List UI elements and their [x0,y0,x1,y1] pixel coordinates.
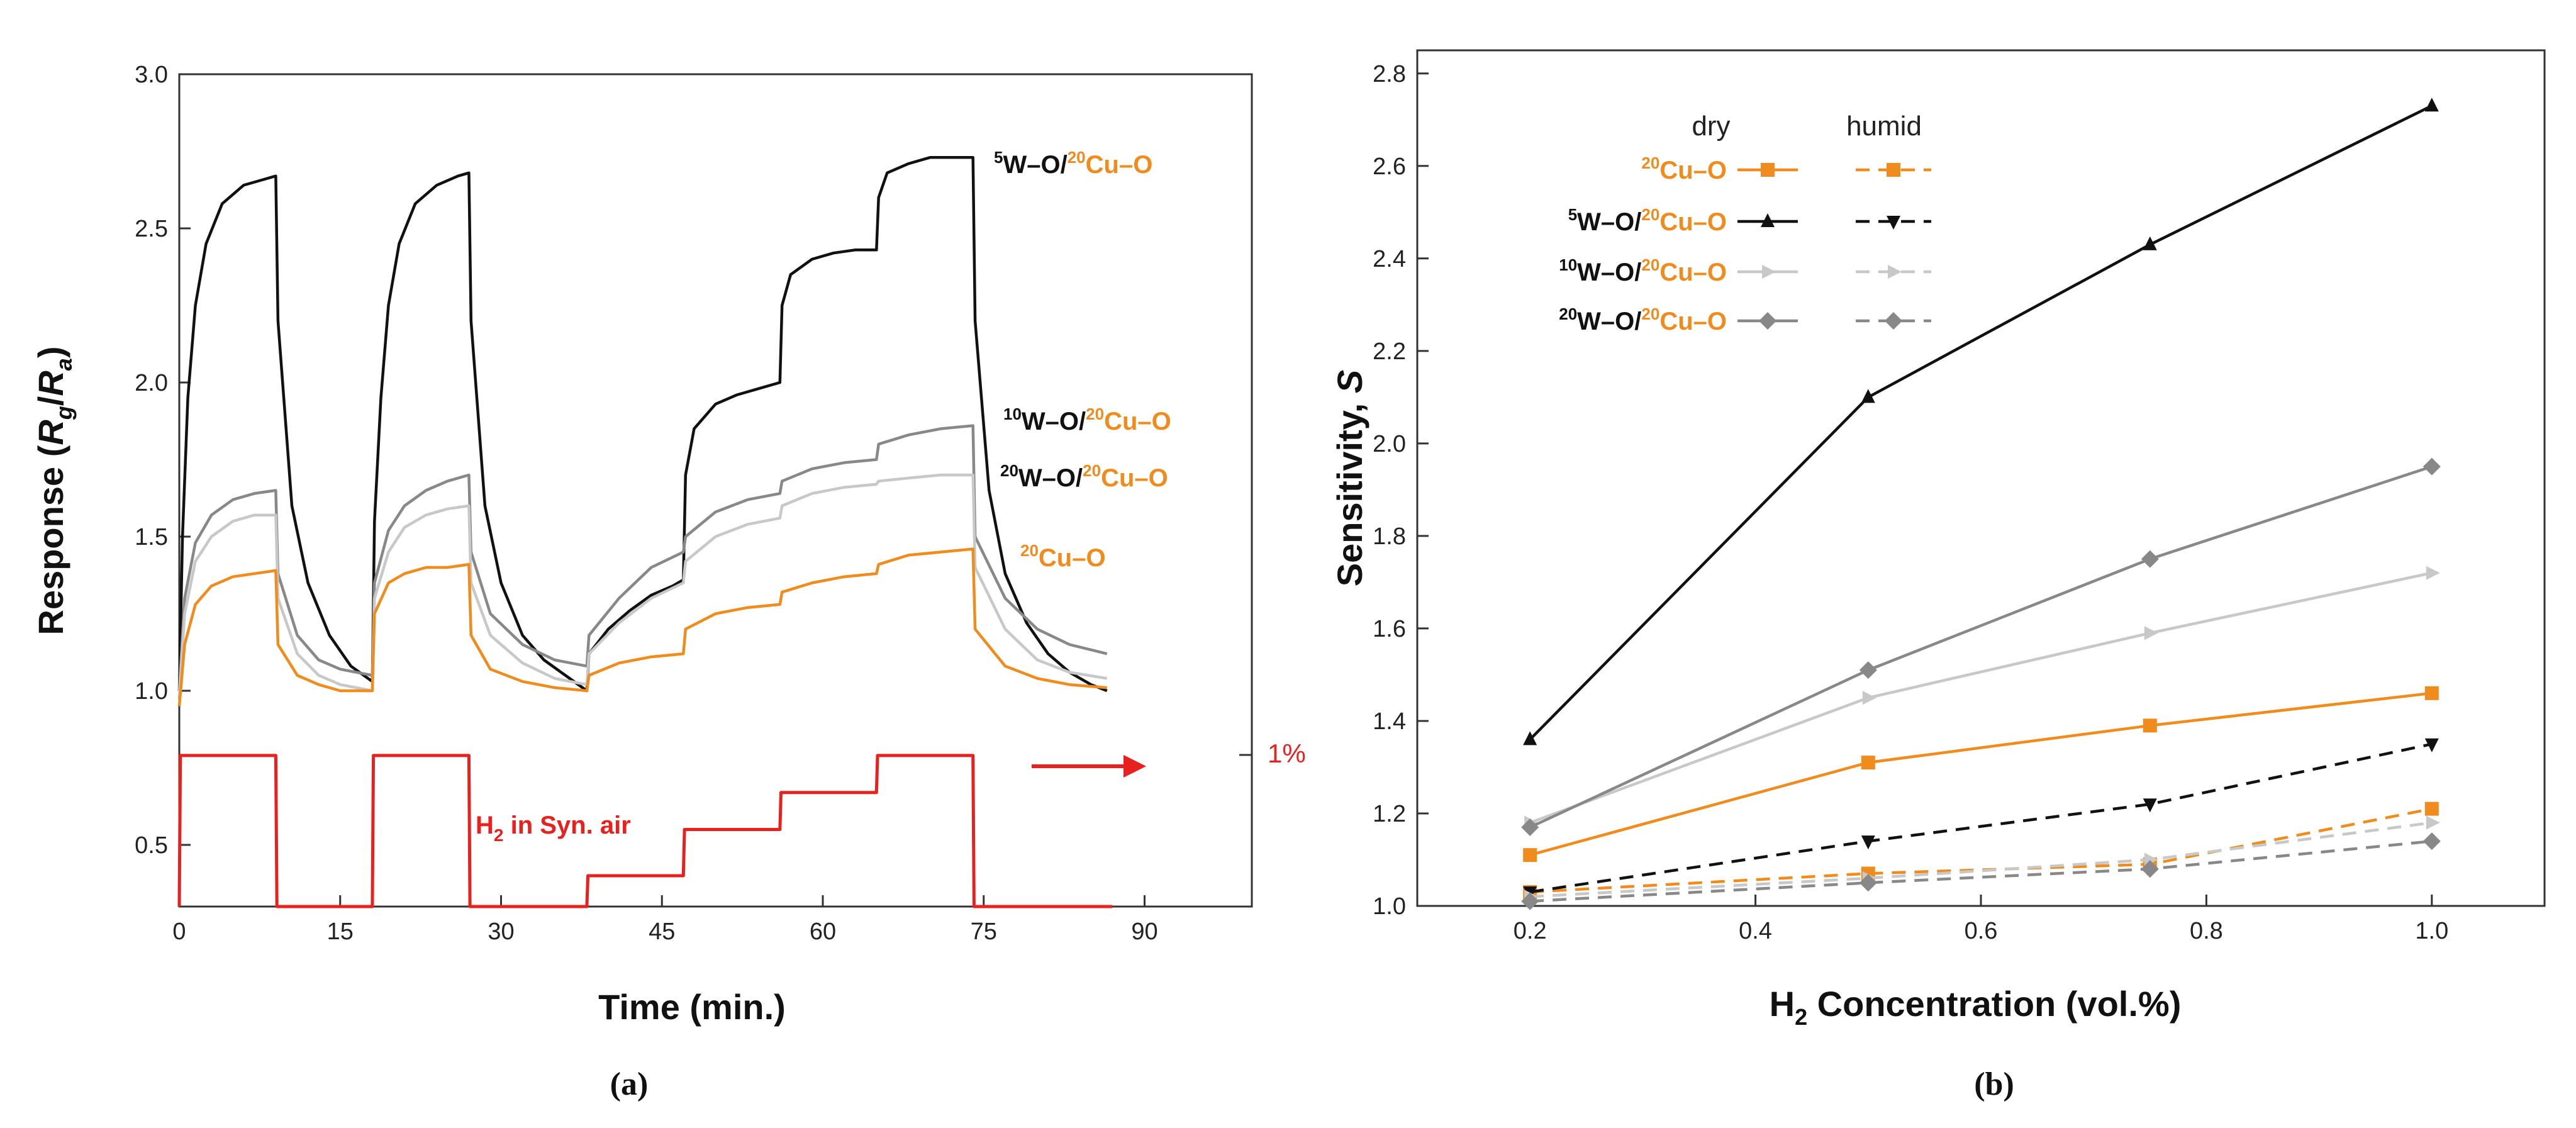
panel-a-x-tick-label: 90 [1131,919,1157,945]
label-5w-series: 5W–O/20Cu–O [994,148,1152,179]
panel-b-y-tick-label: 1.8 [1373,523,1406,550]
panel-b-humid-line [1530,839,2433,903]
panel-a-y-tick-label: 1.0 [135,678,168,705]
panel-a-series-line [177,547,1107,706]
panel-b-x-tick-label: 0.2 [1514,918,1547,944]
panel-b-legend: dry humid 20Cu–O 5W–O/20Cu–O 10W–O/20Cu–O 2… [1559,111,1931,335]
panel-b-dry-point [1861,756,1875,770]
panel-b-x-tick-label: 0.6 [1965,918,1998,944]
panel-b-x-axis-title: H2 Concentration (vol.%) [1770,984,2182,1030]
legend-humid-marker [1887,163,1900,177]
panel-a-x-tick-label: 60 [810,919,836,945]
panel-b-dry-point [2426,566,2440,580]
legend-dry-marker [1761,213,1775,227]
legend-humid-marker [1888,265,1902,279]
panel-b-humid-line [1529,742,2433,894]
legend-label: 10W–O/20Cu–O [1559,255,1727,286]
panel-b-humid-point [2424,738,2439,752]
panel-b-y-tick-label: 1.2 [1373,801,1406,827]
panel-b-humid-point [2143,798,2157,813]
panel-b-y-tick-label: 2.6 [1373,154,1406,180]
panel-b-humid-point [2423,832,2441,851]
panel-b-dry-point [2423,457,2441,476]
panel-b-dry-point [1523,731,1537,745]
panel-b-humid-line [1530,807,2433,894]
panel-a-y-tick-label: 2.5 [135,216,168,242]
panel-b-dry-point [1521,818,1539,837]
panel-a-series-line [177,156,1108,693]
panel-b-humid-point [1861,835,1875,850]
panel-a-x-tick-label: 15 [327,919,354,945]
panel-a-plot-frame [178,73,1253,908]
panel-a-x-axis-title: Time (min.) [598,987,786,1027]
legend-label: 5W–O/20Cu–O [1568,205,1727,236]
panel-a-x-tick-label: 30 [488,919,514,945]
panel-b-y-tick-label: 2.8 [1373,61,1406,87]
panel-b-dry-point [2141,550,2159,568]
panel-b-y-tick-label: 2.2 [1373,338,1406,365]
h2-pulse-label: H2 in Syn. air [476,812,631,845]
panel-b-y-tick-label: 1.6 [1373,616,1406,642]
panel-b-dry-point [1859,661,1877,679]
panel-a-x-tick-label: 45 [649,919,675,945]
panel-a-series-line [177,424,1108,691]
panel-a-caption: (a) [610,1066,649,1102]
panel-b-x-tick-label: 0.4 [1739,918,1772,944]
panel-a-y-axis-title: Response (Rg/Ra) [31,346,77,635]
panel-a-y-tick-label: 2.0 [135,370,168,396]
panel-a-chart: 0 15 30 45 60 75 90 0.5 1.0 1.5 2.0 2.5 3.0 Response… [31,62,1306,1102]
panel-b-humid-point [1859,874,1877,892]
label-10w-series: 10W–O/20Cu–O [1003,405,1171,435]
panel-a-series-line [177,754,1113,908]
h2-percent-label: 1% [1268,739,1306,768]
panel-b-dry-point [1523,848,1537,863]
panel-b-dry-point [2143,718,2157,733]
panel-b-chart: 0.2 0.4 0.6 0.8 1.0 1.0 1.2 1.4 1.6 1.8 2.0 2.2 2.4 2… [1330,49,2546,1102]
panel-b-dry-line [1529,465,2433,829]
panel-b-dry-point [2424,98,2439,112]
legend-label: 20Cu–O [1641,154,1727,184]
panel-b-dry-line [1529,104,2433,740]
label-20w-series: 20W–O/20Cu–O [1000,461,1168,492]
panel-b-dry-point [2144,626,2158,640]
panel-b-humid-point [2426,815,2440,830]
legend-dry-marker [1759,312,1776,330]
panel-b-humid-point [2424,801,2439,816]
h2-arrow-head [1124,755,1146,778]
panel-b-dry-point [1862,691,1876,705]
panel-b-y-tick-label: 2.4 [1373,246,1406,272]
panel-b-y-tick-label: 1.4 [1373,708,1406,735]
legend-header-humid: humid [1846,111,1922,142]
panel-b-humid-point [2141,860,2159,878]
legend-humid-marker [1887,216,1900,230]
panel-a-y-tick-label: 1.5 [135,524,168,550]
panel-a-y-tick-label: 3.0 [135,62,168,88]
panel-b-y-axis-title: Sensitivity, S [1330,370,1369,586]
panel-b-plot-frame [1416,49,2546,907]
legend-humid-marker [1885,312,1902,330]
label-20cu-series: 20Cu–O [1020,541,1106,572]
panel-a-x-tick-label: 0 [172,919,186,945]
panel-b-x-tick-label: 1.0 [2415,918,2448,944]
panel-b-dry-point [2424,686,2439,700]
panel-a-y-tick-label: 0.5 [135,832,168,859]
legend-dry-marker [1761,163,1775,177]
panel-a-x-tick-label: 75 [971,919,997,945]
panel-b-caption: (b) [1974,1066,2014,1102]
panel-b-y-tick-label: 1.0 [1373,893,1406,920]
panel-b-humid-point [1521,892,1539,910]
panel-a-series-line [177,473,1108,697]
legend-label: 20W–O/20Cu–O [1559,304,1727,335]
legend-dry-marker [1762,265,1776,279]
panel-b-dry-point [2143,236,2157,250]
legend-header-dry: dry [1692,111,1730,142]
panel-b-y-tick-label: 2.0 [1373,431,1406,457]
panel-b-dry-point [1861,389,1875,403]
panel-b-humid-line [1530,821,2433,898]
panel-b-dry-line [1529,691,2433,857]
panel-b-dry-line [1529,571,2433,824]
panel-b-x-tick-label: 0.8 [2190,918,2223,944]
